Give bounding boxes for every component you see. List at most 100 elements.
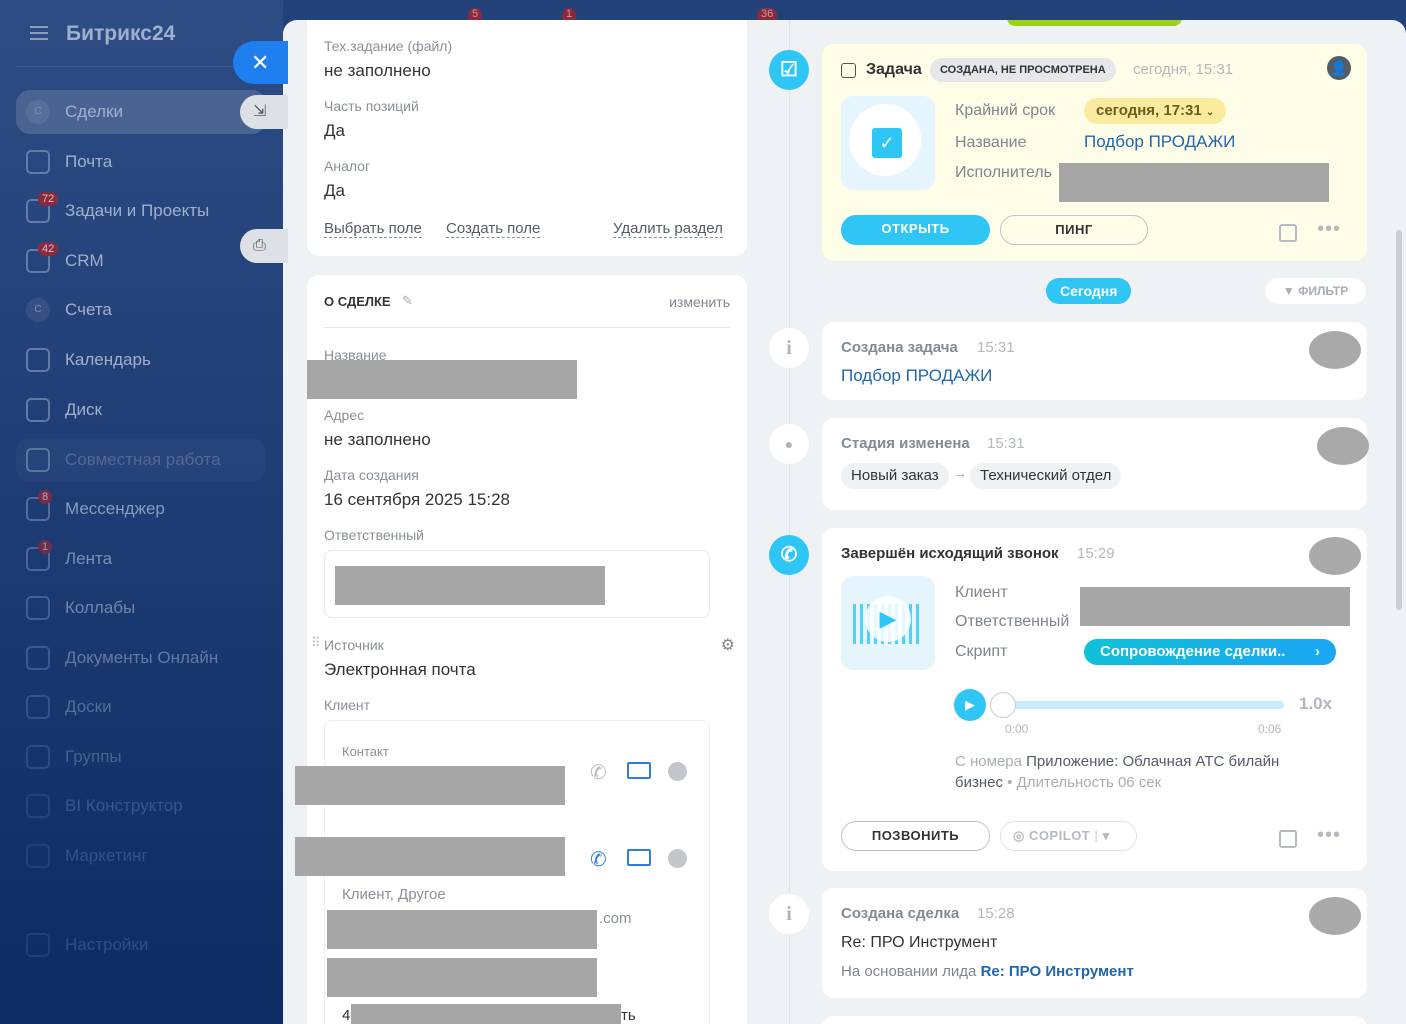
copilot-icon: ◎: [1013, 828, 1025, 843]
ping-button[interactable]: ПИНГ: [1000, 215, 1148, 245]
task-card: Задача СОЗДАНА, НЕ ПРОСМОТРЕНА сегодня, …: [822, 44, 1367, 261]
lead-link[interactable]: Re: ПРО Инструмент: [980, 963, 1134, 980]
sidebar-item-15[interactable]: Маркетинг: [16, 834, 266, 878]
sidebar-item-3[interactable]: 42 CRM: [16, 239, 266, 283]
sidebar-item-6[interactable]: Диск: [16, 388, 266, 432]
task-link[interactable]: Подбор ПРОДАЖИ: [841, 366, 993, 385]
duration: Длительность 06 сек: [1016, 774, 1162, 791]
play-button[interactable]: ▶: [954, 689, 986, 721]
event-title: Создана сделка: [841, 905, 960, 922]
phone-icon[interactable]: ✆: [590, 849, 607, 871]
email-icon[interactable]: [627, 849, 651, 866]
redacted: [351, 1004, 621, 1024]
counter-badge: 72: [38, 192, 59, 206]
task-checkbox[interactable]: [841, 63, 856, 78]
create-field-link[interactable]: Создать поле: [446, 220, 541, 238]
timeline-card: [822, 1016, 1367, 1024]
sidebar-item-14[interactable]: BI Конструктор: [16, 784, 266, 828]
info-icon: i: [769, 894, 809, 934]
stage-icon: ●: [769, 424, 809, 464]
avatar[interactable]: [1309, 331, 1361, 369]
email-value[interactable]: .com: [599, 910, 632, 927]
field-label: Тех.задание (файл): [324, 38, 453, 54]
copilot-button[interactable]: ◎ COPILOT | ▾: [1000, 821, 1137, 851]
avatar[interactable]: [1309, 897, 1361, 935]
call-button[interactable]: ПОЗВОНИТЬ: [841, 821, 990, 851]
field-label: Клиент: [955, 584, 1008, 601]
tasks-icon: 72: [26, 192, 59, 223]
sidebar-item-0[interactable]: C Сделки: [16, 90, 266, 134]
minimize-button[interactable]: ⇲: [240, 95, 288, 129]
more-icon[interactable]: •••: [1317, 824, 1342, 846]
audio-progress-slider[interactable]: [990, 701, 1284, 709]
chat-icon[interactable]: [668, 849, 687, 868]
section-title: О СДЕЛКЕ: [324, 294, 391, 309]
deal-basis: На основании лида Re: ПРО Инструмент: [841, 963, 1134, 980]
more-icon[interactable]: •••: [1317, 218, 1342, 240]
play-icon[interactable]: ▶: [865, 596, 911, 642]
field-label: Название: [955, 134, 1027, 151]
user-icon[interactable]: 👤: [1327, 56, 1351, 80]
print-button[interactable]: ⎙: [240, 229, 288, 263]
sidebar-item-7[interactable]: Совместная работа: [16, 438, 266, 482]
field-value[interactable]: Да: [324, 121, 345, 140]
script-button[interactable]: Сопровождение сделки.. ›: [1084, 639, 1336, 665]
field-label: Ответственный: [324, 527, 424, 543]
recording-illustration: ▶: [841, 576, 935, 670]
sidebar-item-11[interactable]: Документы Онлайн: [16, 636, 266, 680]
field-label: Аналог: [324, 158, 371, 174]
redacted: [327, 958, 597, 997]
collab-icon: [26, 448, 50, 472]
groups-icon: [26, 745, 50, 769]
slider-handle[interactable]: [990, 692, 1016, 718]
email-icon[interactable]: [627, 762, 651, 779]
created-deal-card: Создана сделка 15:28 Re: ПРО Инструмент …: [822, 888, 1367, 998]
sidebar-item-label: Доски: [65, 697, 112, 716]
deadline-selector[interactable]: сегодня, 17:31 ⌄: [1084, 98, 1227, 124]
pencil-icon[interactable]: ✎: [402, 293, 413, 308]
field-label: Исполнитель: [955, 164, 1053, 181]
sidebar-item-1[interactable]: Почта: [16, 140, 266, 184]
sidebar-item-12[interactable]: Доски: [16, 685, 266, 729]
sidebar-item-16[interactable]: Настройки: [16, 923, 266, 967]
delete-section-link[interactable]: Удалить раздел: [613, 220, 723, 238]
open-button[interactable]: ОТКРЫТЬ: [841, 215, 990, 245]
redacted: [307, 360, 577, 399]
filter-button[interactable]: ▼ ФИЛЬТР: [1265, 278, 1366, 304]
sidebar-item-10[interactable]: Коллабы: [16, 586, 266, 630]
task-name-link[interactable]: Подбор ПРОДАЖИ: [1084, 132, 1236, 151]
avatar[interactable]: [1317, 427, 1369, 465]
note-icon[interactable]: [1279, 830, 1297, 848]
responsible-box[interactable]: [324, 550, 710, 618]
sidebar-item-2[interactable]: 72 Задачи и Проекты: [16, 189, 266, 233]
phone-icon[interactable]: ✆: [590, 762, 607, 784]
disk-icon: [26, 398, 50, 422]
chat-icon[interactable]: [668, 762, 687, 781]
scrollbar[interactable]: [1396, 230, 1402, 610]
sidebar-item-9[interactable]: 1 Лента: [16, 537, 266, 581]
field-value[interactable]: не заполнено: [324, 61, 431, 80]
field-label: Источник: [324, 637, 384, 653]
field-value[interactable]: Да: [324, 181, 345, 200]
menu-icon[interactable]: [30, 26, 48, 40]
note-icon[interactable]: [1279, 224, 1297, 242]
playback-speed[interactable]: 1.0x: [1299, 694, 1333, 713]
call-details: С номера Приложение: Облачная АТС билайн…: [955, 753, 1280, 791]
deals-icon: C: [26, 100, 50, 124]
documents-icon: [26, 646, 50, 670]
drag-handle-icon[interactable]: ⠿: [311, 635, 321, 650]
edit-link[interactable]: изменить: [669, 294, 730, 310]
close-slider-button[interactable]: ✕: [233, 41, 288, 84]
sidebar-item-8[interactable]: 8 Мессенджер: [16, 487, 266, 531]
sidebar-item-13[interactable]: Группы: [16, 735, 266, 779]
sidebar-item-label: Задачи и Проекты: [65, 201, 210, 220]
avatar[interactable]: [1309, 537, 1361, 575]
gear-icon[interactable]: ⚙: [720, 637, 735, 654]
today-label: Сегодня: [1046, 278, 1132, 304]
field-value[interactable]: не заполнено: [324, 430, 431, 449]
status-badge: СОЗДАНА, НЕ ПРОСМОТРЕНА: [930, 58, 1116, 82]
sidebar-item-4[interactable]: C Счета: [16, 288, 266, 332]
sidebar-item-5[interactable]: Календарь: [16, 338, 266, 382]
select-field-link[interactable]: Выбрать поле: [324, 220, 422, 238]
redacted: [335, 566, 605, 605]
